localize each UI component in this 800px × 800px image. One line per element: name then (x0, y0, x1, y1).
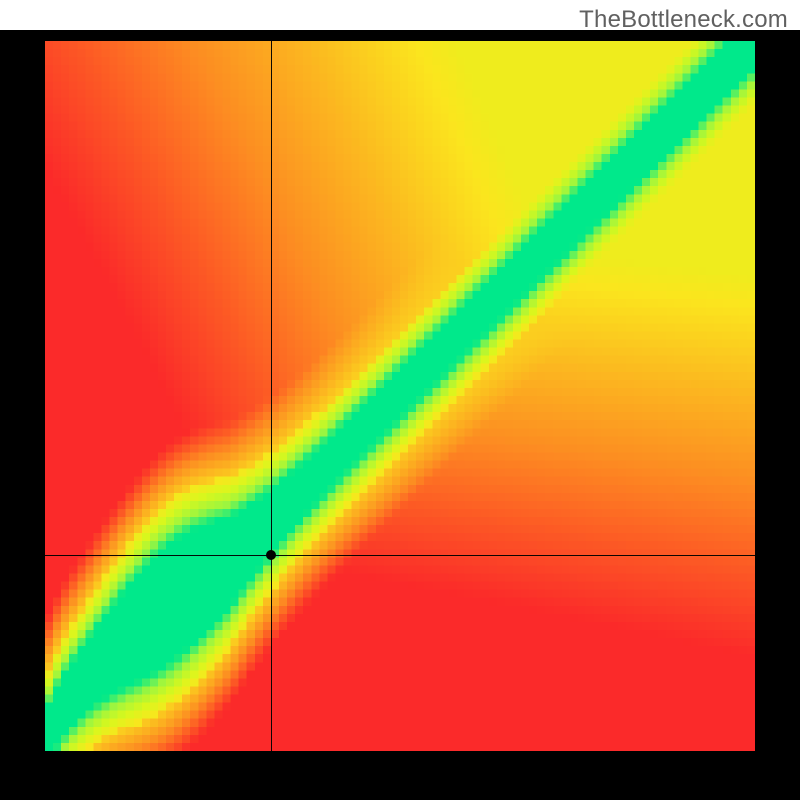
heatmap-plot (45, 41, 755, 751)
outer-black-frame (0, 30, 800, 800)
crosshair-marker (266, 550, 276, 560)
crosshair-vertical (271, 41, 272, 751)
stage: TheBottleneck.com (0, 0, 800, 800)
crosshair-horizontal (45, 555, 755, 556)
heatmap-canvas (45, 41, 755, 751)
